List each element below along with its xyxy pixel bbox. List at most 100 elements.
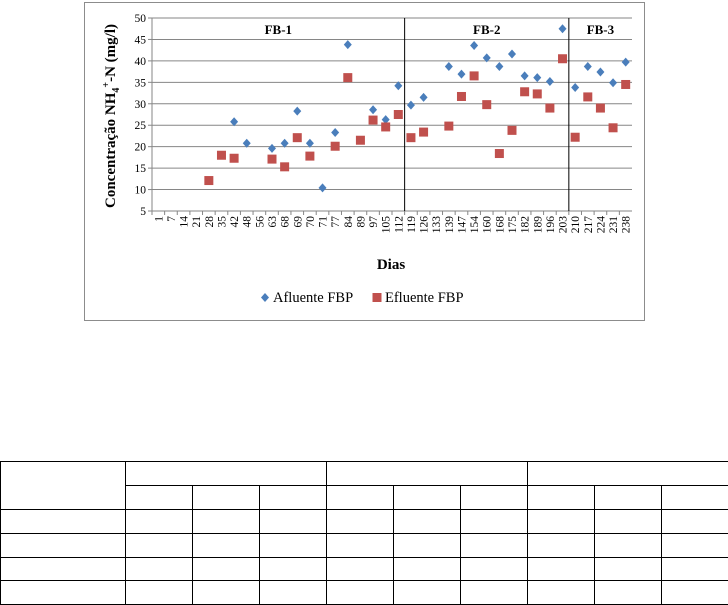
- table-row: [1, 581, 728, 605]
- efluente-marker: [204, 176, 213, 185]
- efluente-marker: [495, 149, 504, 158]
- x-tick-label: 97: [368, 216, 380, 228]
- x-tick-label: 105: [381, 216, 393, 234]
- afluente-marker: [331, 128, 339, 137]
- efluente-marker: [508, 126, 517, 135]
- x-tick-label: 89: [355, 216, 367, 228]
- y-tick-label: 45: [135, 34, 147, 46]
- afluente-marker: [457, 70, 465, 79]
- x-tick-label: 210: [570, 216, 582, 234]
- x-tick-label: 217: [583, 216, 595, 234]
- efluente-marker: [520, 87, 529, 96]
- afluente-marker: [571, 83, 579, 92]
- x-tick-label: 119: [406, 216, 418, 233]
- afluente-marker: [622, 58, 630, 67]
- y-tick-label: 50: [135, 13, 147, 25]
- table-cell: [327, 558, 394, 581]
- afluente-marker: [559, 24, 567, 33]
- x-tick-label: 1: [153, 216, 165, 222]
- legend-label: Afluente FBP: [273, 290, 353, 306]
- efluente-marker: [533, 89, 542, 98]
- table-header-corner-cell: [1, 462, 126, 510]
- x-tick-label: 35: [216, 216, 228, 228]
- efluente-marker: [596, 104, 605, 113]
- table-subheader-cell: [394, 486, 461, 510]
- table-cell: [260, 558, 327, 581]
- afluente-marker: [407, 101, 415, 110]
- afluente-marker: [596, 68, 604, 77]
- y-tick-label: 5: [140, 206, 146, 218]
- table-cell: [461, 510, 528, 534]
- phase-label: FB-1: [265, 22, 292, 37]
- x-tick-label: 203: [558, 216, 570, 234]
- afluente-marker: [420, 93, 428, 102]
- phase-label: FB-3: [587, 22, 615, 37]
- efluente-marker: [609, 123, 618, 132]
- table-cell: [394, 558, 461, 581]
- table-cell: [394, 581, 461, 605]
- efluente-marker: [482, 100, 491, 109]
- table-cell: [260, 534, 327, 558]
- table-cell: [528, 558, 595, 581]
- efluente-marker: [558, 54, 567, 63]
- table-row: [1, 510, 728, 534]
- legend-label: Efluente FBP: [385, 290, 464, 306]
- x-tick-label: 48: [242, 216, 254, 228]
- table-subheader-cell: [461, 486, 528, 510]
- x-tick-label: 126: [419, 216, 431, 234]
- afluente-marker: [268, 144, 276, 153]
- table-cell: [528, 510, 595, 534]
- afluente-marker: [470, 41, 478, 50]
- table-cell: [126, 558, 193, 581]
- table-cell: [461, 581, 528, 605]
- x-tick-label: 175: [507, 216, 519, 234]
- legend-efluente-marker: [373, 293, 382, 302]
- x-tick-label: 154: [469, 216, 481, 234]
- table-row: [1, 534, 728, 558]
- x-tick-label: 112: [393, 216, 405, 233]
- table-group-header-cell: [126, 462, 327, 486]
- efluente-marker: [621, 80, 630, 89]
- x-tick-label: 71: [318, 216, 330, 228]
- table-cell: [595, 534, 662, 558]
- table-cell: [327, 534, 394, 558]
- efluente-marker: [230, 154, 239, 163]
- table-cell: [461, 534, 528, 558]
- x-tick-label: 63: [267, 216, 279, 228]
- efluente-marker: [343, 73, 352, 82]
- table-group-header-cell: [327, 462, 528, 486]
- x-tick-label: 231: [608, 216, 620, 234]
- table-subheader-cell: [126, 486, 193, 510]
- table-cell: [1, 534, 126, 558]
- x-tick-label: 189: [532, 216, 544, 234]
- table-cell: [193, 510, 260, 534]
- table-cell: [394, 534, 461, 558]
- table-cell: [662, 510, 728, 534]
- efluente-marker: [419, 128, 428, 137]
- table-cell: [595, 510, 662, 534]
- table-cell: [327, 581, 394, 605]
- efluente-marker: [217, 151, 226, 160]
- x-tick-label: 160: [482, 216, 494, 234]
- table-cell: [193, 558, 260, 581]
- x-tick-label: 196: [545, 216, 557, 234]
- efluente-marker: [406, 133, 415, 142]
- x-tick-label: 133: [431, 216, 443, 234]
- y-tick-label: 25: [135, 120, 147, 132]
- afluente-marker: [344, 40, 352, 49]
- efluente-marker: [331, 142, 340, 151]
- efluente-marker: [571, 133, 580, 142]
- efluente-marker: [545, 104, 554, 113]
- afluente-marker: [609, 78, 617, 87]
- efluente-marker: [381, 122, 390, 131]
- efluente-marker: [356, 136, 365, 145]
- table-cell: [662, 581, 728, 605]
- table-cell: [528, 534, 595, 558]
- table-group-header-cell: [528, 462, 728, 486]
- x-tick-label: 56: [254, 216, 266, 228]
- table-subheader-cell: [193, 486, 260, 510]
- table-subheader-cell: [595, 486, 662, 510]
- table-subheader-cell: [327, 486, 394, 510]
